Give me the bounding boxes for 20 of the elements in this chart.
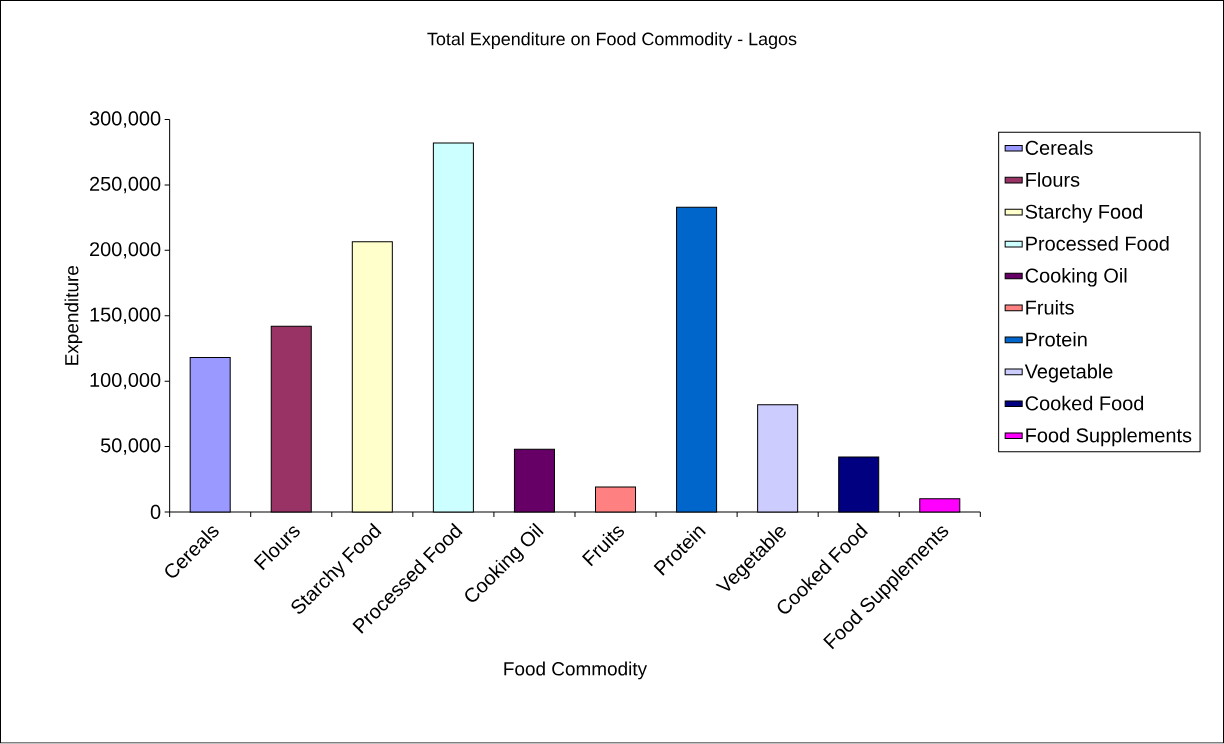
y-tick-label: 100,000 bbox=[90, 373, 161, 390]
y-axis-title: Expenditure bbox=[64, 266, 83, 365]
y-tick-label: 0 bbox=[150, 505, 161, 520]
legend-label: Processed Food bbox=[1026, 236, 1169, 251]
x-axis-title: Food Commodity bbox=[504, 661, 648, 680]
y-tick-label: 150,000 bbox=[90, 307, 161, 325]
y-tick-label: 50,000 bbox=[100, 438, 161, 455]
y-tick-label: 250,000 bbox=[90, 176, 161, 194]
legend-label: Fruits bbox=[1026, 300, 1074, 315]
legend-label: Food Supplements bbox=[1026, 427, 1192, 447]
legend-label: Cooked Food bbox=[1025, 396, 1144, 411]
legend-label: Protein bbox=[1026, 332, 1087, 347]
legend-label: Cereals bbox=[1025, 140, 1093, 156]
legend-label: Cooking Oil bbox=[1025, 268, 1127, 287]
y-tick-label: 300,000 bbox=[89, 111, 161, 129]
chart-title: Total Expenditure on Food Commodity - Lagos bbox=[427, 32, 797, 50]
legend-label: Vegetable bbox=[1024, 364, 1113, 383]
y-tick-label: 200,000 bbox=[90, 242, 161, 259]
legend-label: Flours bbox=[1026, 172, 1080, 188]
legend-label: Starchy Food bbox=[1025, 204, 1142, 223]
